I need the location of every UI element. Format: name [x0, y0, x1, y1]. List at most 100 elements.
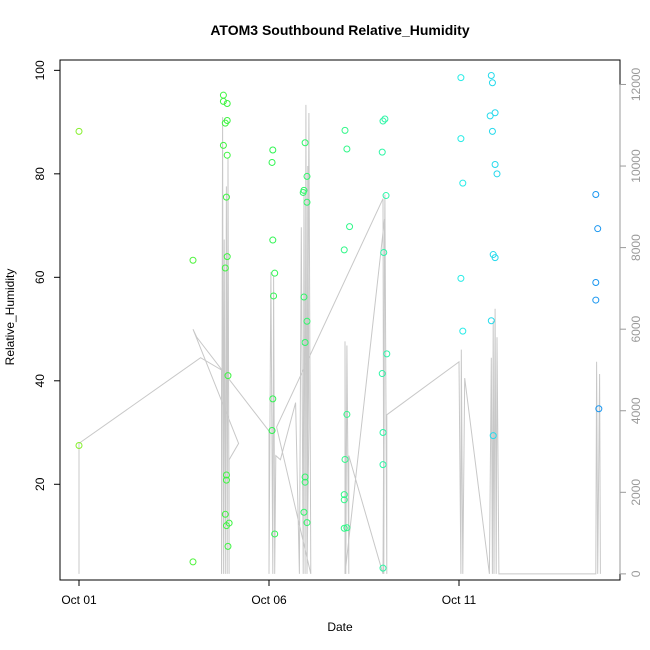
data-point	[223, 117, 231, 125]
data-point	[219, 91, 227, 99]
data-point	[592, 191, 600, 199]
point-series	[75, 72, 603, 572]
data-point	[340, 491, 348, 499]
y-tick-label: 100	[33, 60, 47, 80]
data-point	[594, 225, 602, 233]
data-point	[303, 317, 311, 325]
right-tick-label: 0	[629, 570, 643, 577]
data-point	[219, 97, 227, 105]
data-point	[221, 510, 229, 518]
chart-title: ATOM3 Southbound Relative_Humidity	[210, 22, 469, 38]
x-tick-label: Oct 01	[61, 593, 97, 607]
data-point	[222, 476, 230, 484]
data-point	[268, 426, 276, 434]
plot-frame	[59, 59, 621, 581]
data-point	[592, 278, 600, 286]
data-point	[300, 508, 308, 516]
data-point	[271, 269, 279, 277]
data-point	[222, 193, 230, 201]
data-point	[487, 72, 495, 80]
data-point	[299, 188, 307, 196]
data-point	[457, 74, 465, 82]
data-point	[382, 192, 390, 200]
right-tick-label: 12000	[629, 67, 643, 101]
data-point	[271, 530, 279, 538]
data-point	[340, 524, 348, 532]
data-point	[301, 139, 309, 147]
data-point	[343, 145, 351, 153]
data-point	[343, 410, 351, 418]
data-point	[340, 496, 348, 504]
data-point	[224, 542, 232, 550]
y-tick-label: 60	[33, 270, 47, 284]
data-point	[487, 317, 495, 325]
y-axis-label: Relative_Humidity	[3, 269, 17, 366]
x-axis-label: Date	[327, 620, 353, 634]
data-point	[223, 151, 231, 159]
y-tick-label: 40	[33, 374, 47, 388]
data-point	[269, 146, 277, 154]
data-point	[303, 198, 311, 206]
data-point	[223, 253, 231, 261]
data-point	[301, 478, 309, 486]
data-point	[300, 293, 308, 301]
data-point	[379, 461, 387, 469]
data-point	[303, 172, 311, 180]
data-point	[491, 254, 499, 262]
data-point	[491, 161, 499, 169]
data-point	[189, 558, 197, 566]
data-point	[225, 519, 233, 527]
data-point	[224, 372, 232, 380]
data-point	[301, 339, 309, 347]
data-point	[378, 148, 386, 156]
data-point	[221, 264, 229, 272]
data-point	[378, 370, 386, 378]
data-point	[383, 350, 391, 358]
data-point	[457, 274, 465, 282]
y-tick-label: 20	[33, 477, 47, 491]
data-point	[75, 127, 83, 135]
right-tick-label: 4000	[629, 397, 643, 424]
data-point	[381, 115, 389, 123]
y-tick-label: 80	[33, 167, 47, 181]
data-point	[269, 395, 277, 403]
data-point	[75, 441, 83, 449]
right-tick-label: 8000	[629, 234, 643, 261]
data-point	[189, 256, 197, 264]
data-point	[493, 170, 501, 178]
right-tick-label: 10000	[629, 149, 643, 183]
count-line	[78, 104, 601, 575]
data-point	[486, 112, 494, 120]
data-point	[488, 127, 496, 135]
data-point	[457, 135, 465, 143]
right-tick-label: 6000	[629, 316, 643, 343]
data-point	[219, 141, 227, 149]
data-point	[346, 223, 354, 231]
data-point	[269, 236, 277, 244]
x-tick-label: Oct 11	[442, 593, 477, 607]
data-point	[380, 248, 388, 256]
x-tick-label: Oct 06	[251, 593, 287, 607]
data-point	[459, 327, 467, 335]
data-point	[340, 246, 348, 254]
data-point	[592, 296, 600, 304]
right-tick-label: 2000	[629, 479, 643, 506]
data-point	[303, 519, 311, 527]
data-point	[223, 99, 231, 107]
data-point	[379, 429, 387, 437]
data-point	[379, 117, 387, 125]
data-point	[341, 455, 349, 463]
data-point	[222, 471, 230, 479]
data-point	[270, 292, 278, 300]
axes: Oct 01 Oct 06 Oct 11 20 40 60 80 100 0 2000 4000 60…	[33, 60, 643, 607]
data-point	[268, 158, 276, 166]
line-series	[78, 104, 601, 575]
data-point	[301, 473, 309, 481]
data-point	[341, 126, 349, 134]
data-point	[488, 79, 496, 87]
data-point	[491, 109, 499, 117]
data-point	[343, 524, 351, 532]
data-point	[595, 405, 603, 413]
data-point	[379, 564, 387, 572]
